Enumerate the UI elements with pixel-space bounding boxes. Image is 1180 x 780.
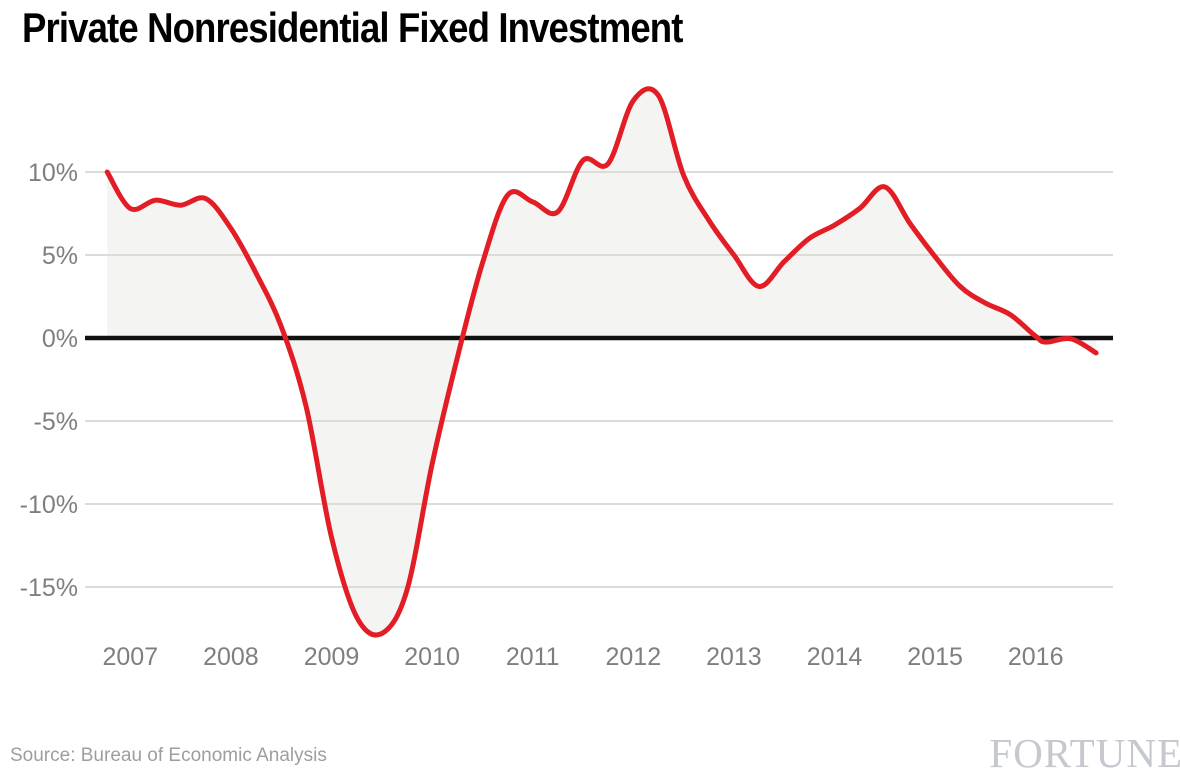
y-tick-label: -5% <box>34 408 78 436</box>
x-tick-label: 2009 <box>304 643 360 671</box>
y-tick-label: -10% <box>20 491 78 519</box>
area-fill <box>107 88 1097 636</box>
y-tick-label: 5% <box>42 242 78 270</box>
y-tick-label: -15% <box>20 574 78 602</box>
chart-title-text: Private Nonresidential Fixed Investment <box>22 4 683 51</box>
x-tick-label: 2016 <box>1008 643 1064 671</box>
x-tick-label: 2011 <box>506 643 560 671</box>
source-note: Source: Bureau of Economic Analysis <box>10 745 327 766</box>
x-tick-label: 2012 <box>605 643 661 671</box>
chart-title: Private Nonresidential Fixed Investment <box>22 4 781 52</box>
y-tick-label: 10% <box>28 159 78 187</box>
x-tick-label: 2010 <box>404 643 460 671</box>
trend-line <box>104 86 1099 638</box>
fortune-logo: FORTUNE <box>989 730 1180 776</box>
x-tick-label: 2007 <box>102 643 158 671</box>
x-tick-label: 2015 <box>907 643 963 671</box>
x-tick-label: 2008 <box>203 643 259 671</box>
x-tick-label: 2014 <box>807 643 863 671</box>
x-tick-label: 2013 <box>706 643 762 671</box>
y-tick-label: 0% <box>42 325 78 353</box>
